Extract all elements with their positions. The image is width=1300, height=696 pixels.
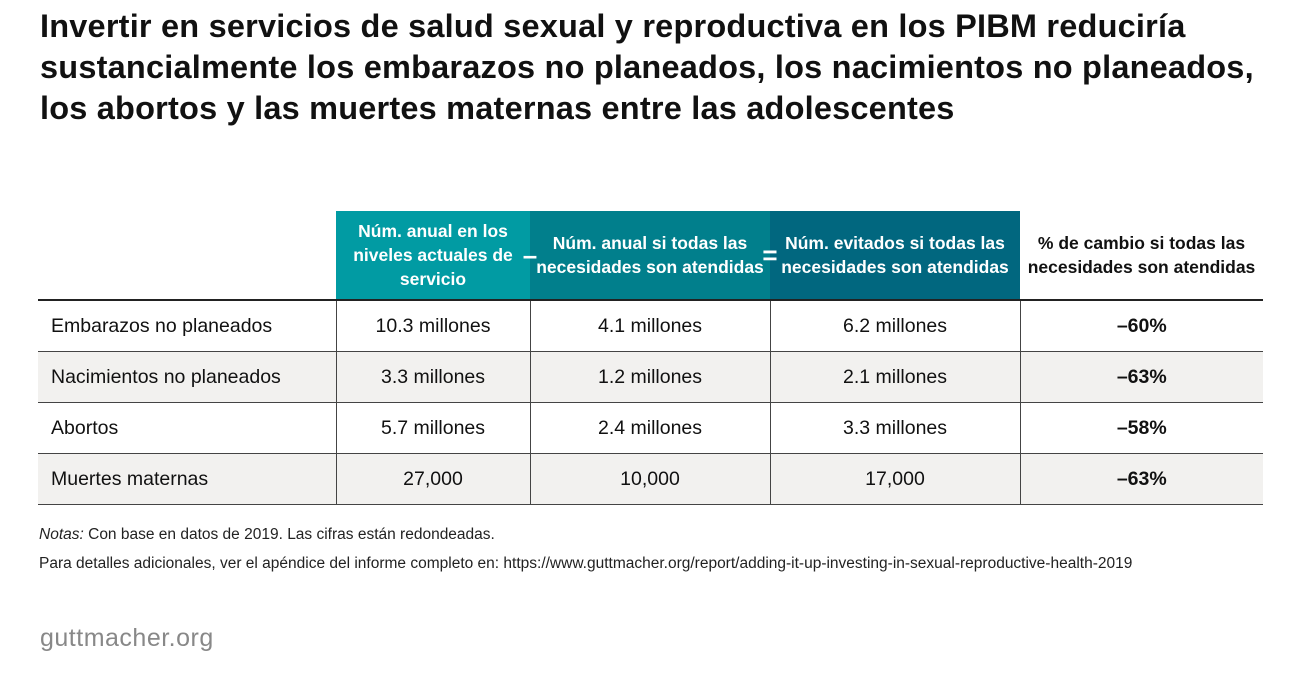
- header-blank: [38, 211, 336, 300]
- table-header-row: Núm. anual en los niveles actuales de se…: [38, 211, 1263, 300]
- percent-change: –58%: [1019, 402, 1263, 454]
- table-row: Nacimientos no planeados 3.3 millones 1.2 …: [38, 351, 1263, 403]
- notes-line-1: Notas: Con base en datos de 2019. Las ci…: [39, 520, 1239, 549]
- current-value: 10.3 millones: [335, 300, 530, 352]
- needs-met-value: 4.1 millones: [529, 300, 770, 352]
- notes-text: Con base en datos de 2019. Las cifras es…: [83, 526, 495, 543]
- row-label: Embarazos no planeados: [38, 300, 336, 352]
- page-title: Invertir en servicios de salud sexual y …: [40, 8, 1254, 126]
- header-current-levels: Núm. anual en los niveles actuales de se…: [336, 211, 530, 300]
- header-averted-label: Núm. evitados si todas las necesidades s…: [781, 233, 1009, 277]
- needs-met-value: 2.4 millones: [529, 402, 770, 454]
- needs-met-value: 1.2 millones: [529, 351, 770, 403]
- current-value: 3.3 millones: [335, 351, 530, 403]
- equals-operator: =: [762, 240, 778, 270]
- data-table: Núm. anual en los niveles actuales de se…: [38, 211, 1263, 505]
- averted-value: 6.2 millones: [769, 300, 1020, 352]
- notes-label: Notas:: [39, 526, 84, 543]
- row-label: Abortos: [38, 402, 336, 454]
- table-row: Muertes maternas 27,000 10,000 17,000 –63%: [38, 453, 1263, 505]
- needs-met-value: 10,000: [529, 453, 770, 505]
- table-row: Embarazos no planeados 10.3 millones 4.1 m…: [38, 300, 1263, 352]
- percent-change: –63%: [1019, 351, 1263, 403]
- header-percent-change: % de cambio si todas las necesidades son…: [1027, 233, 1256, 277]
- header-averted: = Núm. evitados si todas las necesidades …: [762, 211, 1020, 300]
- percent-change: –60%: [1019, 300, 1263, 352]
- header-needs-met: – Núm. anual si todas las necesidades son…: [523, 211, 770, 300]
- current-value: 27,000: [335, 453, 530, 505]
- percent-change: –63%: [1019, 453, 1263, 505]
- averted-value: 17,000: [769, 453, 1020, 505]
- notes: Notas: Con base en datos de 2019. Las ci…: [39, 520, 1239, 578]
- notes-line-2: Para detalles adicionales, ver el apéndi…: [39, 555, 1133, 572]
- averted-value: 3.3 millones: [769, 402, 1020, 454]
- row-label: Muertes maternas: [38, 453, 336, 505]
- table-row: Abortos 5.7 millones 2.4 millones 3.3 millo…: [38, 402, 1263, 454]
- current-value: 5.7 millones: [335, 402, 530, 454]
- row-label: Nacimientos no planeados: [38, 351, 336, 403]
- minus-operator: –: [522, 240, 538, 270]
- logo: guttmacher.org: [40, 624, 214, 652]
- header-needs-met-label: Núm. anual si todas las necesidades son …: [536, 233, 764, 277]
- averted-value: 2.1 millones: [769, 351, 1020, 403]
